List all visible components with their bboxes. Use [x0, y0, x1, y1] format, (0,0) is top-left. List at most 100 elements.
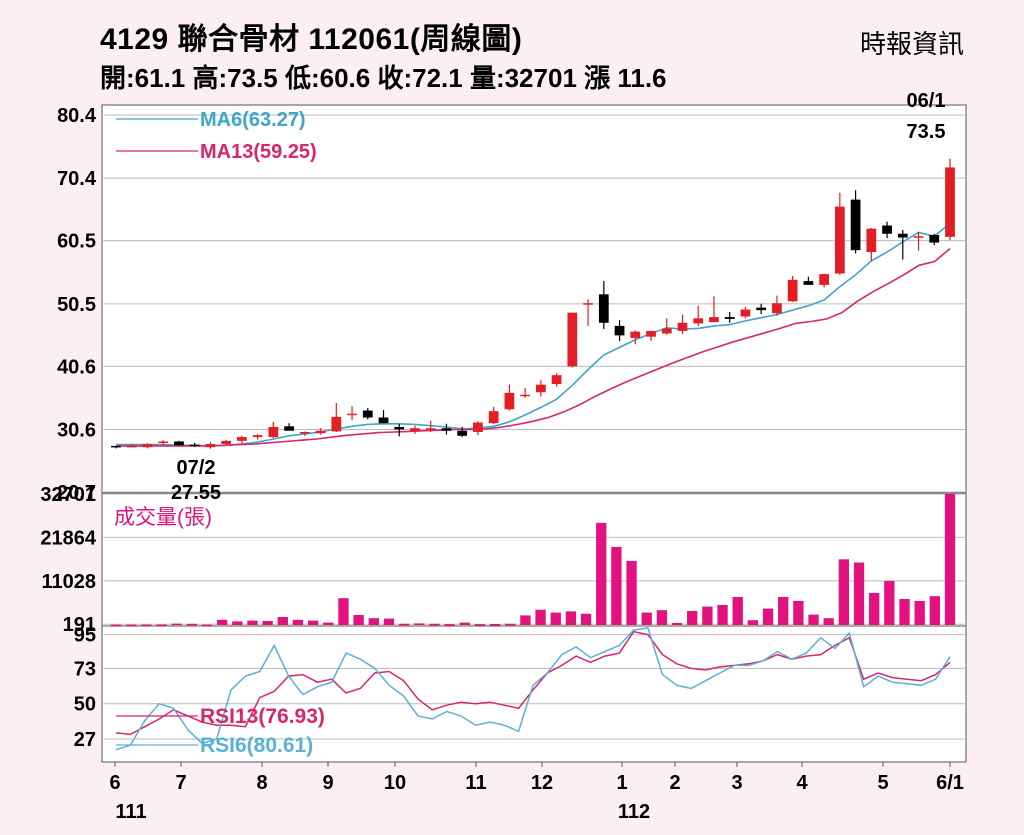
candle-body: [488, 411, 499, 424]
volume-bar: [899, 598, 910, 625]
volume-bar: [156, 624, 167, 627]
candle-body: [268, 426, 279, 438]
volume-bar: [778, 596, 789, 625]
candle-body: [299, 432, 310, 434]
candle-body: [221, 440, 232, 445]
volume-bar: [596, 522, 607, 625]
x-tick-label: 2: [669, 772, 680, 794]
volume-bar: [201, 624, 213, 627]
candle-body: [142, 444, 153, 448]
candle-body: [394, 426, 405, 430]
price-tick-label: 40.6: [57, 356, 96, 378]
chart-frame: [101, 104, 967, 763]
candle-body: [850, 199, 861, 251]
candle-body: [882, 225, 892, 234]
candle-body: [740, 309, 751, 317]
volume-bar: [687, 610, 698, 625]
candle-body: [819, 274, 829, 285]
rsi13-line: [115, 630, 951, 736]
ma6-line: [116, 222, 951, 447]
volume-bar: [126, 624, 137, 627]
volume-bar: [247, 620, 258, 625]
rsi13-legend-label: RSI13(76.93): [200, 705, 325, 728]
volume-bar: [232, 621, 243, 625]
source-label: 時報資訊: [859, 29, 964, 59]
rsi-tick-label: 27: [74, 729, 96, 751]
x-tick-label: 1: [616, 772, 627, 794]
rsi-tick-label: 50: [74, 694, 96, 716]
volume-bar: [565, 611, 577, 625]
year-label: 112: [618, 801, 650, 823]
volume-bar: [459, 622, 470, 625]
candle-body: [772, 303, 782, 314]
candle-body: [441, 428, 452, 431]
volume-bar: [884, 580, 895, 625]
x-tick-label: 8: [256, 772, 267, 794]
volume-gridlines: [102, 493, 966, 625]
rsi-tick-label: 73: [74, 658, 96, 680]
volume-bar: [717, 604, 728, 625]
candle-body: [913, 236, 924, 238]
volume-bar: [535, 609, 546, 625]
low-date-annotation: 07/2: [177, 457, 216, 479]
volume-bar: [368, 618, 379, 625]
price-tick-label: 70.4: [57, 168, 97, 190]
x-tick-label: 7: [175, 772, 186, 794]
volume-bar: [869, 592, 880, 625]
candle-body: [158, 441, 169, 443]
candle-body: [362, 410, 373, 418]
candlesticks: [111, 158, 955, 449]
year-label: 111: [115, 801, 146, 823]
x-tick-label: 4: [796, 772, 808, 794]
volume-bar: [323, 622, 334, 625]
candle-body: [425, 428, 436, 430]
candle-body: [945, 167, 955, 237]
candle-body: [787, 279, 798, 302]
volume-bar: [489, 623, 501, 626]
volume-bars: [110, 494, 956, 627]
candle-body: [378, 417, 389, 424]
volume-tick-label: 191: [63, 614, 96, 636]
volume-bar: [474, 624, 486, 626]
candle-body: [598, 294, 609, 323]
candle-body: [709, 317, 719, 323]
x-tick-label: 6: [109, 772, 120, 794]
volume-bar: [808, 614, 819, 625]
volume-title: 成交量(張): [114, 506, 212, 529]
price-tick-label: 50.5: [57, 294, 96, 316]
candle-body: [834, 206, 845, 274]
volume-bar: [383, 618, 395, 625]
volume-bar: [520, 615, 531, 625]
moving-averages: [116, 222, 951, 447]
ma13-line: [116, 247, 951, 447]
candle-body: [520, 394, 531, 397]
ma6-legend-label: MA6(63.27): [200, 109, 306, 131]
volume-bar: [292, 619, 304, 625]
chart-legends: MA6(63.27) MA13(59.25) 成交量(張) RSI13(76.93) R…: [114, 109, 325, 757]
volume-tick-label: 21864: [40, 527, 96, 549]
volume-bar: [580, 613, 592, 625]
candle-body: [630, 331, 641, 338]
chart-title: 4129 聯合骨材 112061(周線圖): [100, 23, 523, 56]
x-tick-label: 9: [322, 772, 333, 794]
volume-bar: [853, 562, 865, 625]
x-tick-label: 11: [465, 772, 486, 794]
volume-bar: [747, 620, 759, 625]
candle-body: [504, 392, 515, 410]
candle-body: [677, 322, 688, 331]
candle-body: [126, 445, 137, 448]
candle-body: [661, 328, 672, 334]
volume-bar: [505, 623, 516, 626]
volume-bar: [671, 622, 683, 625]
volume-bar: [611, 546, 622, 625]
volume-bar: [338, 598, 349, 625]
candle-body: [457, 430, 468, 436]
volume-bar: [277, 616, 288, 625]
volume-bar: [110, 624, 122, 627]
candle-body: [567, 312, 578, 367]
volume-bar: [626, 560, 637, 625]
volume-bar: [793, 600, 804, 625]
plot-background: [101, 104, 967, 763]
candle-body: [347, 413, 357, 416]
candle-body: [756, 307, 767, 311]
